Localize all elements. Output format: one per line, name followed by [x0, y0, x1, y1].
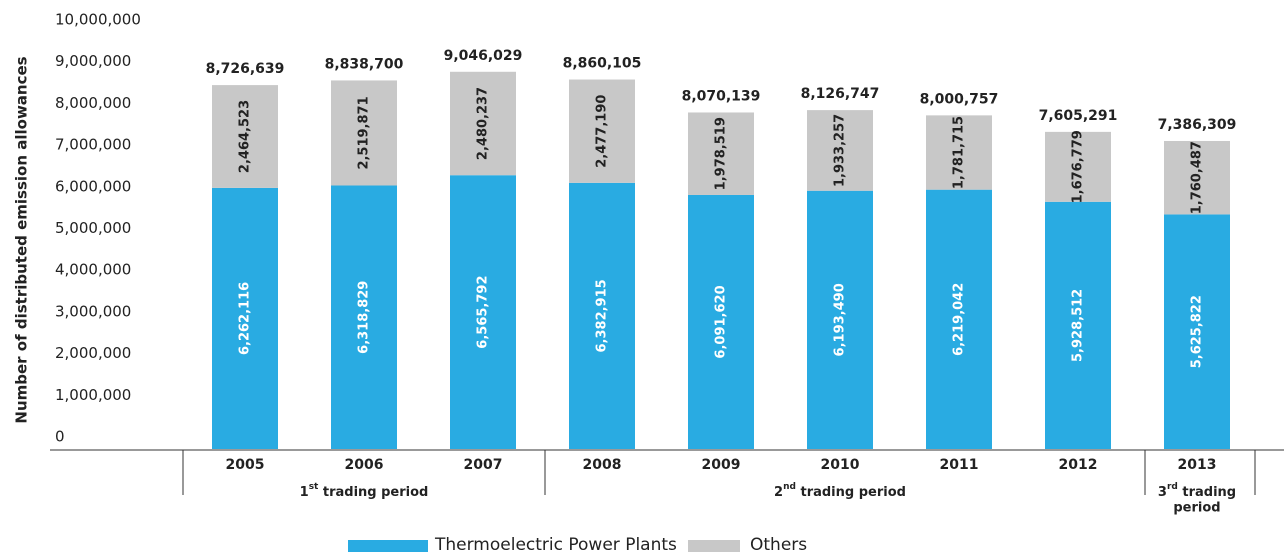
segment-label: 6,091,620 — [714, 285, 729, 358]
period-ordinal: 2 — [774, 485, 783, 500]
x-tick-label: 2012 — [1059, 457, 1098, 473]
segment-label: 2,464,523 — [238, 100, 253, 173]
y-tick-label: 2,000,000 — [55, 344, 131, 362]
bar-segment — [450, 71, 516, 176]
segment-label: 6,193,490 — [833, 283, 848, 356]
bar-segment — [1045, 131, 1111, 202]
segment-label: 5,625,822 — [1190, 295, 1205, 368]
period-label: 2nd trading period — [774, 482, 906, 500]
segment-label: 6,262,116 — [238, 282, 253, 355]
segment-label: 2,519,871 — [357, 96, 372, 169]
period-ordinal: 3 — [1158, 485, 1167, 500]
segment-label: 5,928,512 — [1071, 289, 1086, 362]
x-tick-label: 2007 — [464, 457, 503, 473]
total-label: 9,046,029 — [444, 48, 523, 64]
legend-swatch — [688, 540, 740, 552]
x-tick-label: 2008 — [583, 457, 622, 473]
total-label: 7,605,291 — [1039, 108, 1118, 124]
total-label: 8,838,700 — [325, 56, 404, 72]
segment-label: 1,676,779 — [1071, 130, 1086, 203]
period-suffix: nd — [783, 482, 796, 492]
bar-segment — [569, 79, 635, 183]
bar-segment — [212, 187, 278, 450]
bar-segment — [1045, 201, 1111, 449]
legend-label: Thermoelectric Power Plants — [434, 535, 677, 552]
x-tick-label: 2011 — [940, 457, 979, 473]
segment-label: 6,565,792 — [476, 276, 491, 349]
bar-segment — [450, 175, 516, 449]
segment-label: 1,978,519 — [714, 117, 729, 190]
y-tick-label: 5,000,000 — [55, 219, 131, 237]
bar-segment — [926, 189, 992, 449]
bar-segment — [807, 110, 873, 191]
period-text: trading — [1178, 485, 1236, 500]
y-axis-title: Number of distributed emission allowance… — [13, 56, 31, 423]
bar-segment — [926, 115, 992, 190]
bar-segment — [688, 112, 754, 195]
bar-segment — [569, 182, 635, 449]
y-tick-label: 4,000,000 — [55, 261, 131, 279]
y-tick-label: 0 — [55, 428, 65, 446]
segment-label: 1,760,487 — [1190, 141, 1205, 214]
x-tick-label: 2009 — [702, 457, 741, 473]
y-tick-label: 8,000,000 — [55, 94, 131, 112]
y-tick-label: 1,000,000 — [55, 386, 131, 404]
x-tick-label: 2006 — [345, 457, 384, 473]
bar-segment — [807, 190, 873, 450]
bar-segment — [1164, 140, 1230, 215]
y-tick-label: 10,000,000 — [55, 11, 141, 29]
total-label: 7,386,309 — [1158, 117, 1237, 133]
segment-label: 2,480,237 — [476, 87, 491, 160]
segment-label: 6,382,915 — [595, 279, 610, 352]
total-label: 8,726,639 — [206, 61, 285, 77]
y-tick-label: 6,000,000 — [55, 177, 131, 195]
y-tick-label: 9,000,000 — [55, 52, 131, 70]
period-ordinal: 1 — [300, 485, 309, 500]
bar-segment — [212, 85, 278, 188]
segment-label: 2,477,190 — [595, 95, 610, 168]
period-label-line2: period — [1173, 501, 1220, 516]
y-tick-label: 7,000,000 — [55, 136, 131, 154]
x-tick-label: 2005 — [226, 457, 265, 473]
period-suffix: st — [309, 482, 319, 492]
period-text: trading period — [318, 485, 428, 500]
legend-label: Others — [750, 535, 807, 552]
bar-segment — [331, 80, 397, 186]
x-tick-label: 2013 — [1178, 457, 1217, 473]
bar-segment — [1164, 214, 1230, 449]
segment-label: 6,219,042 — [952, 283, 967, 356]
period-label: 3rd trading — [1158, 482, 1236, 500]
x-tick-label: 2010 — [821, 457, 860, 473]
legend-swatch — [348, 540, 428, 552]
total-label: 8,126,747 — [801, 86, 880, 102]
segment-label: 6,318,829 — [357, 281, 372, 354]
period-text: trading period — [796, 485, 906, 500]
segment-label: 1,933,257 — [833, 114, 848, 187]
total-label: 8,070,139 — [682, 88, 761, 104]
total-label: 8,860,105 — [563, 56, 642, 72]
bar-segment — [688, 194, 754, 449]
period-suffix: rd — [1167, 482, 1178, 492]
bar-segment — [331, 185, 397, 450]
y-tick-label: 3,000,000 — [55, 302, 131, 320]
total-label: 8,000,757 — [920, 91, 999, 107]
period-label: 1st trading period — [300, 482, 429, 500]
segment-label: 1,781,715 — [952, 116, 967, 189]
